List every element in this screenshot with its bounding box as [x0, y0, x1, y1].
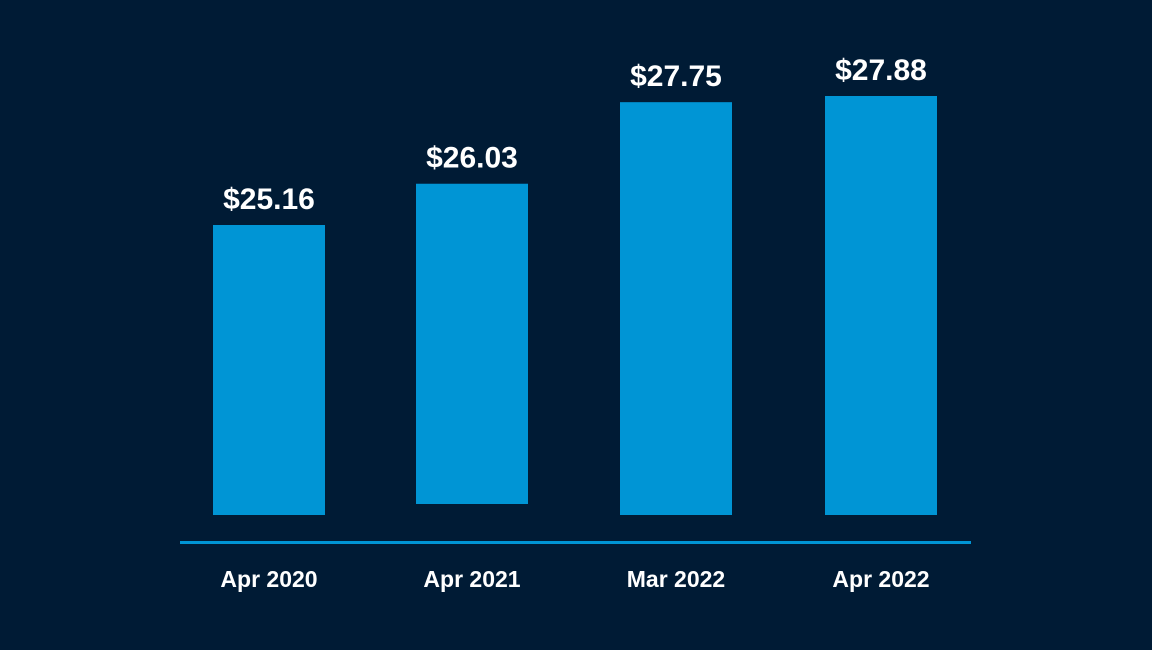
bars-layer — [213, 96, 937, 516]
x-axis-tick-labels: Apr 2020 Apr 2021 Mar 2022 Apr 2022 — [220, 566, 929, 592]
value-label-apr-2021: $26.03 — [426, 142, 518, 175]
x-tick-label-apr-2021: Apr 2021 — [423, 566, 520, 592]
bar-mar-2022 — [620, 102, 732, 516]
value-label-apr-2020: $25.16 — [223, 183, 315, 216]
bar-apr-2020 — [213, 225, 325, 515]
x-tick-label-apr-2020: Apr 2020 — [220, 566, 317, 592]
x-tick-label-apr-2022: Apr 2022 — [832, 566, 929, 592]
value-label-mar-2022: $27.75 — [630, 60, 722, 93]
bar-apr-2021 — [416, 183, 528, 505]
value-label-apr-2022: $27.88 — [835, 54, 927, 87]
value-labels-layer: $25.16 $26.03 $27.75 $27.88 — [223, 54, 927, 216]
bar-apr-2022 — [825, 96, 937, 515]
x-tick-label-mar-2022: Mar 2022 — [627, 566, 725, 592]
